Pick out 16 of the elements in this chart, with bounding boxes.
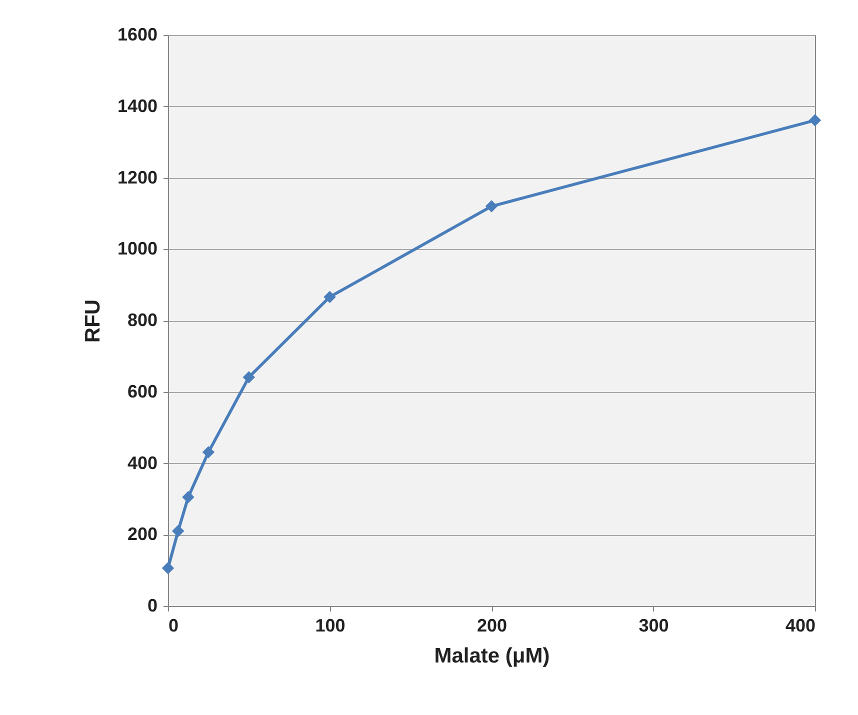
x-tick-label: 0 xyxy=(168,616,179,636)
y-tick-label: 1400 xyxy=(117,96,158,116)
x-axis-title: Malate (μM) xyxy=(434,644,550,668)
y-tick-label: 1600 xyxy=(117,24,158,44)
y-tick-label: 600 xyxy=(127,381,158,402)
x-tick-label: 200 xyxy=(476,616,508,636)
y-tick-label: 400 xyxy=(127,452,158,473)
y-tick-label: 0 xyxy=(147,596,158,616)
y-tick-label: 1200 xyxy=(117,167,158,188)
y-tick-label: 1000 xyxy=(117,238,158,259)
x-tick-label: 100 xyxy=(315,616,346,636)
y-axis-title: RFU xyxy=(81,299,104,343)
x-tick-label: 300 xyxy=(638,616,669,636)
y-tick-label: 200 xyxy=(127,524,158,544)
x-tick-label: 400 xyxy=(785,616,816,636)
y-tick-label: 800 xyxy=(127,310,158,330)
